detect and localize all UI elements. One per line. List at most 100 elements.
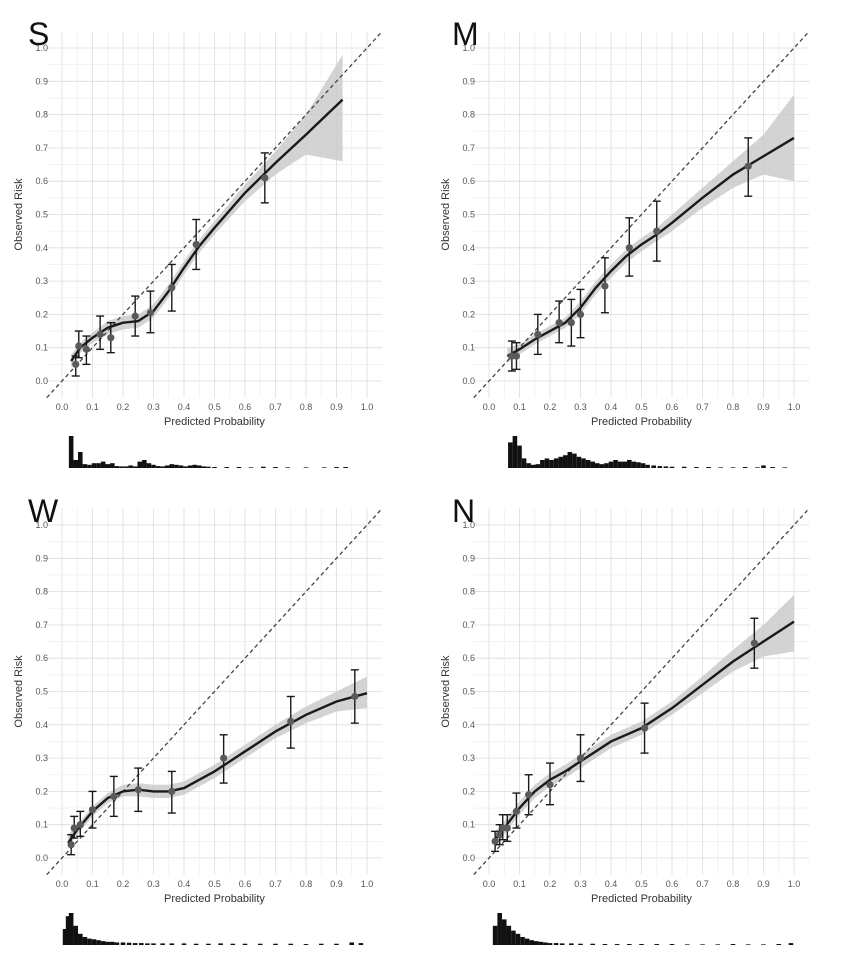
- x-tick-label: 0.6: [666, 879, 679, 889]
- data-point: [512, 792, 521, 829]
- histogram-bar: [273, 943, 278, 945]
- x-tick-label: 0.8: [727, 402, 740, 412]
- histogram-bar: [617, 461, 623, 468]
- histogram-bar: [160, 943, 165, 945]
- histogram-bar: [602, 944, 608, 945]
- histogram-bar: [114, 942, 120, 945]
- histogram-bar: [218, 943, 223, 945]
- x-tick-label: 0.4: [178, 402, 191, 412]
- x-tick-label: 0.7: [696, 402, 709, 412]
- y-axis-label: Observed Risk: [13, 655, 25, 728]
- y-tick-label: 1.0: [462, 520, 475, 530]
- histogram-bar: [257, 943, 263, 945]
- histogram-bar: [706, 467, 711, 468]
- panel-label: S: [28, 16, 49, 52]
- confidence-band: [68, 676, 367, 849]
- histogram-bar: [529, 940, 534, 945]
- point-marker: [750, 639, 758, 647]
- histogram-bar: [640, 463, 646, 468]
- data-point: [76, 810, 85, 838]
- point-marker: [131, 312, 139, 320]
- histogram-bar: [169, 943, 175, 945]
- histogram-bar: [82, 937, 88, 945]
- histogram-bar: [569, 943, 574, 945]
- y-tick-label: 0.0: [462, 853, 475, 863]
- histogram-bar: [540, 460, 545, 468]
- histogram-bar: [132, 943, 138, 945]
- reference-line: [473, 30, 810, 399]
- point-marker: [496, 831, 504, 839]
- histogram-bar: [82, 464, 88, 468]
- histogram-bar: [146, 463, 152, 468]
- point-marker: [512, 807, 521, 815]
- x-tick-label: 0.1: [86, 402, 99, 412]
- histogram-bar: [562, 455, 568, 468]
- point-marker: [134, 786, 142, 794]
- x-tick-label: 0.3: [147, 879, 160, 889]
- data-point: [219, 734, 228, 784]
- histogram-bar: [187, 465, 193, 468]
- histogram-bar: [511, 930, 516, 945]
- y-tick-label: 0.8: [35, 587, 48, 597]
- y-tick-label: 0.8: [35, 110, 48, 120]
- histogram-bar: [558, 456, 563, 468]
- y-axis-label: Observed Risk: [13, 178, 25, 251]
- histogram-bar: [567, 452, 573, 468]
- y-tick-label: 0.9: [462, 553, 475, 563]
- histogram-bar: [627, 460, 632, 468]
- histogram-bar: [334, 467, 339, 468]
- x-axis-label: Predicted Probability: [591, 893, 692, 905]
- data-point: [131, 295, 140, 337]
- x-tick-label: 0.1: [86, 879, 99, 889]
- point-marker: [220, 754, 228, 762]
- histogram-bar: [303, 944, 309, 945]
- histogram-bar: [236, 467, 242, 468]
- x-tick-label: 0.7: [269, 402, 282, 412]
- data-point: [70, 815, 79, 839]
- data-point: [567, 298, 576, 347]
- histogram-bar: [761, 944, 766, 945]
- data-point: [744, 137, 753, 197]
- histogram-bar: [581, 458, 586, 468]
- y-tick-label: 0.7: [35, 620, 48, 630]
- x-tick-label: 0.9: [330, 879, 343, 889]
- y-tick-label: 0.1: [35, 820, 48, 830]
- point-marker: [75, 342, 83, 350]
- histogram-bar: [105, 941, 111, 945]
- histogram-bar: [585, 460, 591, 468]
- data-point: [503, 814, 512, 843]
- histogram-bar: [151, 943, 156, 945]
- histogram-bar: [248, 467, 254, 468]
- point-marker: [70, 824, 78, 832]
- point-marker: [576, 310, 585, 318]
- histogram-bar: [68, 436, 74, 468]
- histogram-bar: [544, 458, 550, 468]
- histogram-bar: [201, 466, 207, 468]
- data-point: [82, 335, 91, 366]
- histogram-bar: [492, 925, 498, 945]
- y-tick-label: 0.6: [35, 653, 48, 663]
- x-tick-label: 0.5: [208, 879, 221, 889]
- y-axis-label: Observed Risk: [440, 178, 452, 251]
- histogram-bar: [651, 465, 656, 468]
- x-tick-label: 0.6: [666, 402, 679, 412]
- y-tick-label: 0.5: [35, 210, 48, 220]
- histogram-bar: [142, 460, 147, 468]
- histogram: [508, 436, 788, 468]
- histogram-bar: [645, 464, 650, 468]
- point-marker: [503, 824, 511, 832]
- histogram-bar: [78, 933, 83, 945]
- histogram-bar: [508, 442, 513, 468]
- panel-label: W: [28, 493, 59, 529]
- x-tick-label: 0.6: [239, 879, 252, 889]
- point-marker: [640, 724, 649, 732]
- data-point: [640, 702, 649, 754]
- x-axis-label: Predicted Probability: [164, 416, 265, 428]
- x-tick-label: 0.5: [635, 879, 648, 889]
- histogram-bar: [114, 466, 120, 468]
- data-point: [625, 217, 634, 277]
- histogram-bar: [206, 466, 211, 468]
- histogram-bar: [322, 467, 327, 468]
- histogram-bar: [506, 925, 512, 945]
- y-tick-label: 0.6: [462, 653, 475, 663]
